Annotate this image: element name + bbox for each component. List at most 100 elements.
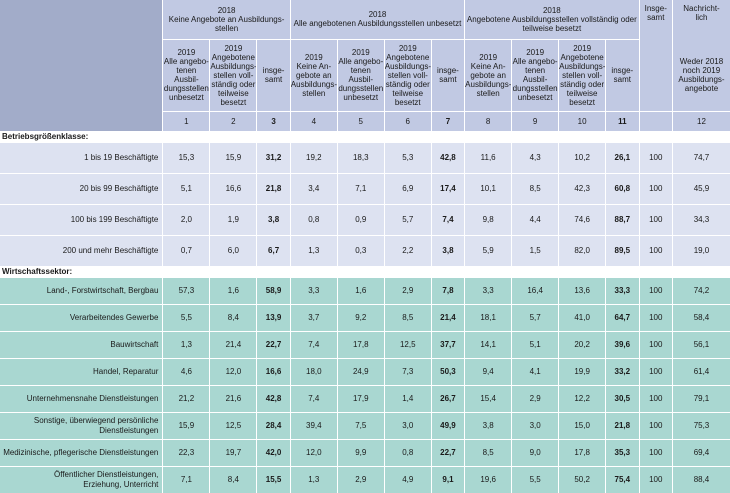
table-row: Unternehmensnahe Dienstleistungen 21,2 21,… [0, 384, 730, 412]
row-label: Handel, Reparatur [0, 357, 163, 385]
cell-col-7: 21,4 [430, 303, 465, 331]
cell-col-3: 16,6 [256, 357, 291, 385]
cell-col-10: 42,3 [558, 172, 606, 204]
cell-col-7: 26,7 [430, 384, 465, 412]
cell-col-13: 45,9 [671, 172, 730, 204]
cell-col-8: 15,4 [464, 384, 512, 412]
cell-col-3: 28,4 [256, 411, 291, 439]
cell-col-7: 3,8 [430, 234, 465, 266]
cell-col-13: 69,4 [671, 438, 730, 466]
cell-col-10: 15,0 [558, 411, 606, 439]
cell-col-2: 8,4 [209, 465, 257, 493]
cell-col-9: 3,0 [511, 411, 559, 439]
cell-col-1: 57,3 [162, 277, 210, 304]
cell-col-13: 74,7 [671, 142, 730, 173]
table-row: 20 bis 99 Beschäftigte 5,1 16,6 21,8 3,4 7,1 6… [0, 172, 730, 204]
cell-col-12: 100 [638, 384, 673, 412]
cell-col-4: 1,3 [289, 465, 338, 493]
cell-col-1: 22,3 [162, 438, 210, 466]
cell-col-6: 6,9 [383, 172, 432, 204]
header-group-2018-no-offers: 2018 Keine Angebote an Ausbildungs-stelle… [162, 0, 291, 40]
table-row: 1 bis 19 Beschäftigte 15,3 15,9 31,2 19,2 18,… [0, 142, 730, 173]
cell-col-2: 6,0 [209, 234, 257, 266]
cell-col-10: 74,6 [558, 203, 606, 235]
cell-col-13: 19,0 [671, 234, 730, 266]
cell-col-3: 3,8 [256, 203, 291, 235]
subheader-total-blank [638, 39, 673, 111]
cell-col-1: 15,9 [162, 411, 210, 439]
subheader-col-9: 2019 Alle angebo-tenen Ausbil-dungsstelle… [511, 39, 559, 111]
cell-col-4: 3,3 [289, 277, 338, 304]
cell-col-11: 39,6 [605, 330, 640, 358]
cell-col-10: 41,0 [558, 303, 606, 331]
cell-col-13: 79,1 [671, 384, 730, 412]
row-label: Sonstige, überwiegend persönliche Dienstl… [0, 411, 163, 439]
row-label: Öffentlicher Dienstleistungen, Erziehung,… [0, 465, 163, 493]
cell-col-3: 42,8 [256, 384, 291, 412]
cell-col-1: 21,2 [162, 384, 210, 412]
cell-col-4: 1,3 [289, 234, 338, 266]
subheader-col-3: insge-samt [256, 39, 291, 111]
cell-col-4: 7,4 [289, 384, 338, 412]
cell-col-7: 7,8 [430, 277, 465, 304]
cell-col-8: 11,6 [464, 142, 512, 173]
cell-col-9: 8,5 [511, 172, 559, 204]
cell-col-8: 10,1 [464, 172, 512, 204]
cell-col-5: 0,3 [336, 234, 385, 266]
cell-col-9: 16,4 [511, 277, 559, 304]
cell-col-3: 42,0 [256, 438, 291, 466]
cell-col-6: 3,0 [383, 411, 432, 439]
table-row: Handel, Reparatur 4,6 12,0 16,6 18,0 24,9 7,3 5… [0, 357, 730, 385]
cell-col-3: 58,9 [256, 277, 291, 304]
cell-col-11: 89,5 [605, 234, 640, 266]
cell-col-7: 37,7 [430, 330, 465, 358]
cell-col-12: 100 [638, 303, 673, 331]
cell-col-10: 19,9 [558, 357, 606, 385]
cell-col-5: 17,8 [336, 330, 385, 358]
cell-col-7: 7,4 [430, 203, 465, 235]
cell-col-11: 35,3 [605, 438, 640, 466]
cell-col-2: 19,7 [209, 438, 257, 466]
cell-col-1: 15,3 [162, 142, 210, 173]
cell-col-10: 50,2 [558, 465, 606, 493]
table-row: Bauwirtschaft 1,3 21,4 22,7 7,4 17,8 12,5 37,7 1… [0, 330, 730, 358]
cell-col-5: 7,1 [336, 172, 385, 204]
cell-col-4: 7,4 [289, 330, 338, 358]
cell-col-13: 58,4 [671, 303, 730, 331]
cell-col-6: 2,9 [383, 277, 432, 304]
subheader-col-8: 2019 Keine An-gebote an Ausbildungs-stelle… [464, 39, 512, 111]
header-group-2018-all-unfilled: 2018 Alle angebotenen Ausbildungsstellen … [289, 0, 465, 40]
cell-col-7: 49,9 [430, 411, 465, 439]
cell-col-11: 64,7 [605, 303, 640, 331]
row-label: 20 bis 99 Beschäftigte [0, 172, 163, 204]
column-number-3: 3 [256, 110, 291, 131]
cell-col-13: 56,1 [671, 330, 730, 358]
row-label: 100 bis 199 Beschäftigte [0, 203, 163, 235]
cell-col-8: 9,8 [464, 203, 512, 235]
cell-col-11: 30,5 [605, 384, 640, 412]
cell-col-2: 1,6 [209, 277, 257, 304]
header-group-2018-filled: 2018 Angebotene Ausbildungsstellen vollst… [464, 0, 640, 40]
column-number-5: 5 [336, 110, 385, 131]
cell-col-2: 8,4 [209, 303, 257, 331]
cell-col-6: 2,2 [383, 234, 432, 266]
cell-col-9: 1,5 [511, 234, 559, 266]
cell-col-4: 3,7 [289, 303, 338, 331]
subheader-col-4: 2019 Keine An-gebote an Ausbildungs-stelle… [289, 39, 338, 111]
cell-col-5: 17,9 [336, 384, 385, 412]
cell-col-8: 9,4 [464, 357, 512, 385]
header-corner [0, 0, 163, 131]
cell-col-10: 13,6 [558, 277, 606, 304]
cell-col-3: 21,8 [256, 172, 291, 204]
cell-col-12: 100 [638, 234, 673, 266]
cell-col-12: 100 [638, 203, 673, 235]
row-label: Bauwirtschaft [0, 330, 163, 358]
cell-col-8: 3,3 [464, 277, 512, 304]
cell-col-13: 61,4 [671, 357, 730, 385]
cell-col-8: 3,8 [464, 411, 512, 439]
cell-col-9: 4,3 [511, 142, 559, 173]
cell-col-1: 5,1 [162, 172, 210, 204]
cell-col-13: 34,3 [671, 203, 730, 235]
cell-col-10: 10,2 [558, 142, 606, 173]
cell-col-9: 5,1 [511, 330, 559, 358]
